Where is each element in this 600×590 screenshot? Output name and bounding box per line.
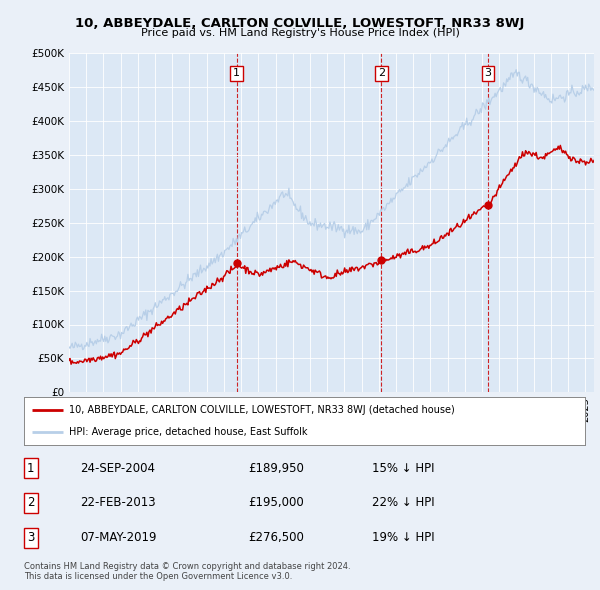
- Text: 2: 2: [378, 68, 385, 78]
- Text: 22-FEB-2013: 22-FEB-2013: [80, 496, 156, 510]
- Text: 22% ↓ HPI: 22% ↓ HPI: [372, 496, 434, 510]
- Text: 2: 2: [27, 496, 34, 510]
- Text: 07-MAY-2019: 07-MAY-2019: [80, 532, 157, 545]
- Text: 10, ABBEYDALE, CARLTON COLVILLE, LOWESTOFT, NR33 8WJ: 10, ABBEYDALE, CARLTON COLVILLE, LOWESTO…: [76, 17, 524, 30]
- Text: £189,950: £189,950: [248, 461, 304, 474]
- Text: Contains HM Land Registry data © Crown copyright and database right 2024.: Contains HM Land Registry data © Crown c…: [24, 562, 350, 571]
- Text: 24-SEP-2004: 24-SEP-2004: [80, 461, 155, 474]
- Text: 15% ↓ HPI: 15% ↓ HPI: [372, 461, 434, 474]
- Text: This data is licensed under the Open Government Licence v3.0.: This data is licensed under the Open Gov…: [24, 572, 292, 581]
- Text: £276,500: £276,500: [248, 532, 304, 545]
- Text: £195,000: £195,000: [248, 496, 304, 510]
- Text: HPI: Average price, detached house, East Suffolk: HPI: Average price, detached house, East…: [69, 427, 307, 437]
- Text: 3: 3: [27, 532, 34, 545]
- Text: Price paid vs. HM Land Registry's House Price Index (HPI): Price paid vs. HM Land Registry's House …: [140, 28, 460, 38]
- Text: 19% ↓ HPI: 19% ↓ HPI: [372, 532, 434, 545]
- Text: 1: 1: [233, 68, 240, 78]
- Text: 10, ABBEYDALE, CARLTON COLVILLE, LOWESTOFT, NR33 8WJ (detached house): 10, ABBEYDALE, CARLTON COLVILLE, LOWESTO…: [69, 405, 455, 415]
- Text: 1: 1: [27, 461, 34, 474]
- Text: 3: 3: [485, 68, 491, 78]
